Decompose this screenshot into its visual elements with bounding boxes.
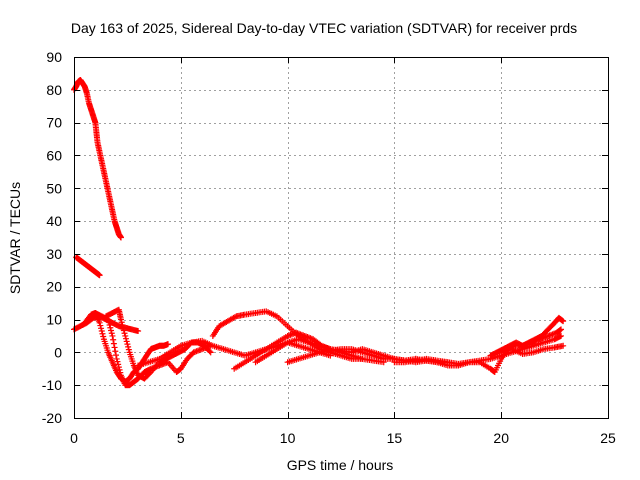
data-point (98, 325, 105, 332)
data-point (97, 322, 104, 329)
y-tick-label: -20 (42, 410, 62, 426)
data-point (206, 348, 213, 355)
y-tick-label: 50 (46, 180, 62, 196)
axis-ticks (74, 57, 609, 419)
data-point (120, 324, 127, 331)
x-tick-label: 10 (280, 430, 296, 446)
y-tick-label: 10 (46, 312, 62, 328)
x-tick-label: 15 (387, 430, 403, 446)
x-tick-label: 20 (493, 430, 509, 446)
data-point (122, 335, 129, 342)
x-tick-labels: 0 5 10 15 20 25 (70, 430, 616, 446)
data-point (113, 355, 120, 362)
data-point (119, 322, 126, 329)
data-point (113, 352, 120, 359)
data-point (107, 324, 114, 331)
y-tick-label: -10 (42, 377, 62, 393)
y-axis-label: SDTVAR / TECUs (7, 182, 23, 294)
data-point (560, 342, 567, 349)
data-point (117, 234, 124, 241)
data-point (120, 327, 127, 334)
x-axis-label: GPS time / hours (287, 457, 394, 473)
data-point (98, 328, 105, 335)
x-tick-label: 25 (600, 430, 616, 446)
y-tick-label: 0 (54, 344, 62, 360)
y-tick-label: 90 (46, 49, 62, 65)
data-point (96, 272, 103, 279)
data-point (108, 330, 115, 337)
data-points (71, 76, 567, 389)
data-point (117, 316, 124, 323)
series-arc-l (487, 314, 567, 359)
data-point (123, 338, 130, 345)
chart-title: Day 163 of 2025, Sidereal Day-to-day VTE… (71, 20, 577, 36)
data-point (122, 332, 129, 339)
y-tick-label: 70 (46, 115, 62, 131)
data-point (96, 319, 103, 326)
y-tick-label: 80 (46, 82, 62, 98)
x-tick-label: 5 (177, 430, 185, 446)
y-tick-labels: -20 -10 0 10 20 30 40 50 60 70 80 90 (42, 49, 62, 426)
data-point (99, 330, 106, 337)
y-tick-label: 20 (46, 279, 62, 295)
data-point (116, 366, 123, 373)
series-arc-mid (73, 254, 103, 279)
data-point (560, 318, 567, 325)
x-tick-label: 0 (70, 430, 78, 446)
y-tick-label: 40 (46, 213, 62, 229)
data-point (207, 349, 214, 356)
data-point (110, 340, 117, 347)
data-point (109, 332, 116, 339)
data-point (558, 332, 565, 339)
data-point (100, 333, 107, 340)
data-point (117, 369, 124, 376)
data-point (105, 319, 112, 326)
data-point (125, 343, 132, 350)
grid (74, 57, 608, 418)
data-point (135, 328, 142, 335)
y-tick-label: 60 (46, 147, 62, 163)
data-point (118, 319, 125, 326)
series-arc-m (498, 342, 567, 358)
data-point (121, 330, 128, 337)
plot-frame (74, 57, 609, 419)
data-point (114, 358, 121, 365)
data-point (108, 327, 115, 334)
data-point (112, 348, 119, 355)
series-arc-high (71, 76, 124, 241)
y-tick-label: 30 (46, 246, 62, 262)
data-point (558, 326, 565, 333)
data-point (125, 346, 132, 353)
data-point (111, 344, 118, 351)
data-point (115, 364, 122, 371)
data-point (164, 341, 171, 348)
data-point (110, 336, 117, 343)
data-point (106, 322, 113, 329)
data-point (124, 341, 131, 348)
data-point (115, 361, 122, 368)
